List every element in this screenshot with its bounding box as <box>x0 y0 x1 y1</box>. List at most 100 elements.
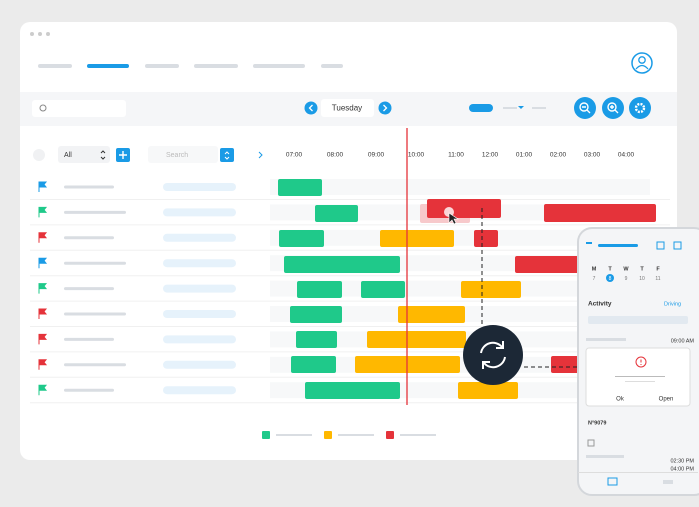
hour-label: 01:00 <box>516 152 533 159</box>
sort-icon <box>224 151 230 160</box>
filter-search[interactable] <box>148 146 218 163</box>
dialog-text <box>615 376 665 377</box>
dialog-ok[interactable]: Ok <box>616 397 625 403</box>
view-toggle[interactable] <box>469 104 493 112</box>
entry-start: 02:30 PM <box>670 458 694 464</box>
view-option <box>503 107 517 109</box>
date[interactable]: 11 <box>655 276 660 282</box>
hour-label: 04:00 <box>618 152 635 159</box>
prev-icon <box>308 104 313 112</box>
entry-icon <box>587 439 595 447</box>
row-flag <box>38 206 48 218</box>
weekday: F <box>656 266 660 272</box>
hour-label: 10:00 <box>408 152 425 159</box>
scroll-right[interactable] <box>258 151 263 159</box>
row-chips <box>163 259 236 268</box>
entry-end: 04:00 PM <box>670 466 694 472</box>
hour-label: 03:00 <box>584 152 601 159</box>
next-day-button[interactable] <box>378 101 392 115</box>
hour-label: 11:00 <box>448 152 464 159</box>
day-label: Tuesday <box>332 104 362 113</box>
hour-label: 12:00 <box>482 152 499 159</box>
next-icon <box>383 104 388 112</box>
row-chips <box>163 335 236 344</box>
dialog-open[interactable]: Open <box>659 397 674 403</box>
activity-row <box>588 316 688 324</box>
hour-label: 07:00 <box>286 152 303 159</box>
entry-time: 09:00 AM <box>671 338 695 344</box>
add-icon <box>119 151 127 159</box>
row-track <box>270 229 650 246</box>
row-flag <box>38 257 48 269</box>
phone-list-icon[interactable] <box>656 241 665 250</box>
row-name <box>64 388 114 392</box>
row-flag <box>38 181 48 192</box>
tab-icon[interactable] <box>607 477 618 486</box>
row-chips <box>163 233 236 242</box>
row-name <box>64 185 114 189</box>
tabbar-border <box>578 472 698 473</box>
settings-button[interactable] <box>629 97 651 119</box>
weekday: W <box>623 266 629 272</box>
entry-id: N°9079 <box>588 420 606 426</box>
filter-search-placeholder: Search <box>166 152 188 159</box>
weekday: T <box>608 266 612 272</box>
status-label: Driving <box>664 301 681 307</box>
search-icon <box>39 104 47 112</box>
row-flag <box>38 283 48 294</box>
row-chips <box>163 310 236 318</box>
row-flag <box>38 333 48 345</box>
entry-placeholder <box>586 338 626 341</box>
row-track <box>270 179 650 195</box>
sync-button[interactable] <box>463 325 523 385</box>
select-caret <box>100 150 106 160</box>
activity-heading: Activity <box>588 301 612 308</box>
row-name <box>64 236 114 240</box>
row-flag <box>38 232 48 243</box>
row-chips <box>163 360 236 369</box>
row-chips <box>163 183 236 191</box>
search-box[interactable] <box>32 100 126 117</box>
cursor <box>448 212 459 225</box>
date[interactable]: 8 <box>609 276 612 282</box>
row-name <box>64 363 126 367</box>
day-box <box>321 99 374 117</box>
prev-day-button[interactable] <box>304 101 318 115</box>
phone-menu[interactable] <box>586 242 592 244</box>
collapse-button[interactable] <box>33 149 45 161</box>
row-flag <box>38 308 48 319</box>
nav-tabs[interactable] <box>38 64 343 68</box>
entry-placeholder <box>586 455 624 458</box>
sort-button[interactable] <box>220 148 234 162</box>
view-caret <box>518 106 524 109</box>
window-dots <box>30 32 50 36</box>
row-name <box>64 337 114 341</box>
row-name <box>64 210 126 214</box>
date[interactable]: 9 <box>625 276 628 282</box>
group-select[interactable] <box>58 146 110 163</box>
weekday: T <box>640 266 644 272</box>
view-option <box>532 107 546 109</box>
date[interactable]: 10 <box>639 276 645 282</box>
tab-icon[interactable] <box>663 480 673 484</box>
row-name <box>64 261 126 265</box>
avatar[interactable] <box>631 52 653 74</box>
weekday: M <box>592 266 597 272</box>
row-flag <box>38 384 48 396</box>
row-chips <box>163 284 236 293</box>
hour-label: 08:00 <box>327 152 344 159</box>
group-label: All <box>64 152 72 159</box>
row-chips <box>163 208 236 217</box>
legend <box>262 431 436 439</box>
row-name <box>64 312 126 316</box>
zoom-in-button[interactable] <box>602 97 624 119</box>
date[interactable]: 7 <box>593 276 596 282</box>
zoom-out-button[interactable] <box>574 97 596 119</box>
schedule-bars <box>278 179 656 399</box>
hour-label: 09:00 <box>368 152 385 159</box>
phone-title-bar <box>598 244 638 247</box>
selected-date <box>606 274 614 282</box>
phone-grid-icon[interactable] <box>673 241 682 250</box>
hour-label: 02:00 <box>550 152 567 159</box>
